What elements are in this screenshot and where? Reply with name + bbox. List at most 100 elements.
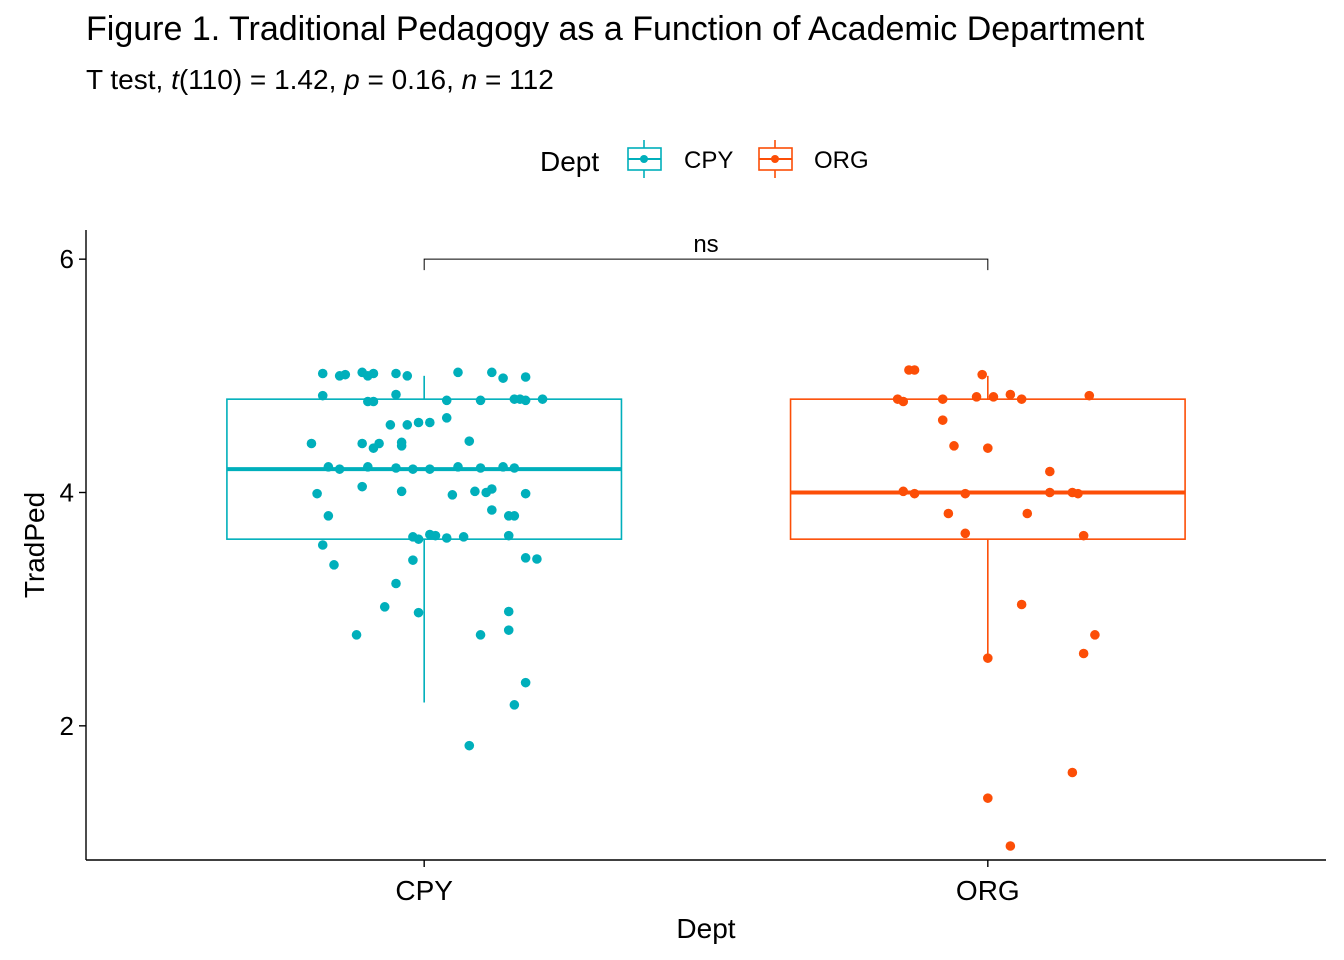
data-point-cpy	[368, 396, 379, 407]
data-point-cpy	[453, 462, 463, 472]
data-point-cpy	[498, 373, 508, 383]
data-point-cpy	[532, 554, 542, 564]
chart-subtitle: T test, t(110) = 1.42, p = 0.16, n = 112	[86, 64, 554, 96]
subtitle-n-value: = 112	[477, 64, 554, 95]
data-point-cpy	[509, 700, 520, 710]
data-point-cpy	[503, 530, 514, 541]
subtitle-n-symbol: n	[461, 64, 478, 95]
data-point-org	[898, 396, 909, 407]
data-point-cpy	[520, 372, 531, 382]
data-point-org	[1078, 530, 1089, 541]
data-point-org	[960, 488, 971, 499]
data-point-cpy	[385, 420, 396, 430]
x-tick-label: CPY	[395, 875, 453, 906]
data-point-cpy	[317, 368, 328, 379]
legend-label-cpy: CPY	[684, 147, 733, 174]
data-point-cpy	[509, 511, 520, 521]
data-point-org	[1005, 389, 1016, 400]
data-point-org	[898, 486, 909, 497]
data-point-org	[960, 528, 971, 539]
data-point-cpy	[441, 413, 452, 423]
data-point-org	[937, 415, 948, 425]
data-point-org	[909, 488, 920, 499]
data-point-org	[1005, 841, 1016, 851]
data-point-cpy	[391, 389, 401, 400]
data-point-cpy	[475, 463, 486, 473]
data-point-cpy	[475, 630, 486, 640]
data-point-cpy	[357, 438, 367, 449]
subtitle-p-value: = 0.16,	[359, 64, 462, 95]
box-org	[789, 375, 1186, 656]
data-point-cpy	[487, 367, 497, 378]
boxes	[226, 375, 1186, 703]
data-point-cpy	[379, 602, 390, 612]
data-point-org	[988, 392, 999, 402]
data-point-cpy	[317, 390, 328, 401]
data-point-org	[1045, 487, 1055, 498]
data-point-org	[983, 443, 993, 453]
jitter-points	[306, 365, 1100, 851]
data-point-cpy	[312, 488, 322, 499]
data-point-cpy	[323, 462, 334, 472]
data-point-cpy	[425, 464, 435, 474]
data-point-cpy	[391, 578, 401, 589]
data-point-cpy	[441, 533, 452, 543]
data-point-org	[1045, 466, 1055, 477]
legend-key-org	[758, 140, 793, 178]
data-point-cpy	[458, 532, 469, 542]
data-point-cpy	[413, 534, 424, 544]
data-point-cpy	[357, 481, 367, 492]
data-point-cpy	[464, 740, 475, 751]
significance-bracket: ns	[423, 231, 989, 271]
subtitle-t-symbol: t	[171, 64, 179, 95]
y-axis-label: TradPed	[19, 492, 50, 598]
subtitle-test: T test,	[86, 64, 172, 95]
data-point-org	[1078, 648, 1089, 659]
data-point-cpy	[323, 511, 334, 521]
data-point-cpy	[340, 369, 351, 380]
data-point-cpy	[470, 486, 480, 497]
data-point-cpy	[408, 464, 418, 474]
data-point-org	[983, 653, 993, 663]
data-point-cpy	[306, 438, 317, 449]
data-point-cpy	[413, 607, 424, 618]
data-point-org	[1016, 394, 1027, 404]
y-tick-label: 6	[60, 244, 74, 274]
data-point-cpy	[520, 677, 531, 688]
data-point-org	[1022, 508, 1033, 519]
data-point-cpy	[363, 462, 373, 472]
data-point-cpy	[351, 630, 362, 640]
legend-key-cpy	[627, 140, 662, 178]
y-tick-label: 4	[60, 478, 74, 508]
data-point-cpy	[391, 368, 401, 379]
box-cpy	[226, 375, 623, 703]
box-iqr	[789, 398, 1186, 540]
data-point-org	[1084, 390, 1095, 401]
data-point-cpy	[368, 368, 379, 379]
data-point-cpy	[520, 395, 531, 406]
chart-title: Figure 1. Traditional Pedagogy as a Func…	[86, 10, 1145, 48]
significance-label: ns	[693, 231, 718, 258]
data-point-cpy	[475, 395, 486, 406]
legend-label-org: ORG	[814, 147, 869, 174]
data-point-org	[1090, 630, 1100, 640]
data-point-cpy	[537, 394, 548, 404]
data-point-cpy	[441, 395, 452, 406]
data-point-org	[909, 365, 920, 375]
data-point-org	[937, 394, 948, 404]
data-point-org	[983, 793, 993, 803]
data-point-org	[943, 508, 954, 519]
data-point-cpy	[334, 464, 345, 474]
data-point-cpy	[487, 484, 497, 494]
data-point-cpy	[503, 625, 514, 635]
data-point-cpy	[520, 553, 531, 563]
data-point-cpy	[329, 560, 339, 570]
data-point-cpy	[408, 555, 418, 565]
x-tick-label: ORG	[956, 875, 1020, 906]
data-point-org	[1016, 599, 1027, 610]
data-point-cpy	[503, 606, 514, 617]
data-point-org	[977, 369, 987, 380]
data-point-cpy	[317, 540, 328, 550]
